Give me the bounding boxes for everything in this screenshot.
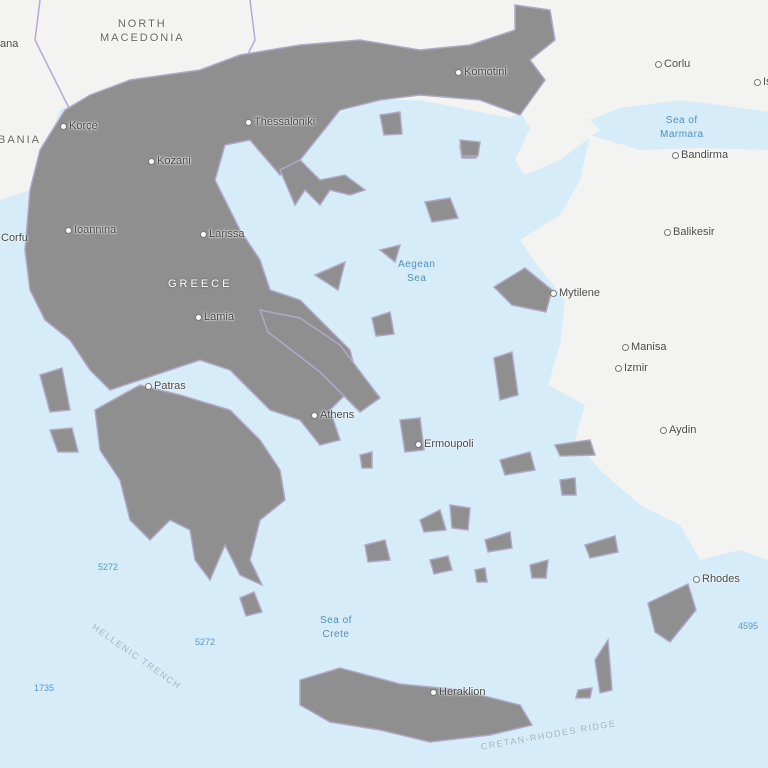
depth-label: 5272: [98, 562, 119, 572]
city-izmir[interactable]: Izmir: [615, 362, 648, 374]
depth-label: 1735: [34, 683, 55, 693]
greek-land: [493, 351, 519, 401]
city-larissa[interactable]: Larissa: [200, 228, 244, 240]
greek-land: [239, 591, 264, 617]
greek-land: [379, 111, 403, 136]
city-tirana: ana: [0, 38, 19, 50]
greek-land: [313, 260, 347, 292]
greek-land: [378, 243, 402, 264]
greek-land: [299, 667, 534, 743]
greek-land: [499, 451, 536, 476]
city-istanbul[interactable]: Is: [754, 76, 768, 88]
city-athens[interactable]: Athens: [311, 409, 354, 421]
label-sea-crete: Sea of Crete: [320, 615, 352, 640]
greek-land: [364, 539, 391, 563]
greek-land: [371, 311, 395, 337]
city-lamia[interactable]: Lamia: [195, 311, 234, 323]
city-korce[interactable]: Korçë: [60, 120, 98, 132]
depth-label: 4595: [738, 621, 759, 631]
depth-label: 5272: [195, 637, 216, 647]
city-corfu[interactable]: Corfu: [0, 232, 28, 244]
city-kozani[interactable]: Kozani: [148, 155, 191, 167]
label-sea-marmara: Sea of Marmara: [660, 115, 704, 140]
city-aydin[interactable]: Aydin: [660, 424, 696, 436]
greek-land: [39, 367, 71, 413]
greek-land: [423, 197, 460, 223]
greek-land: [474, 567, 488, 583]
greek-land: [559, 477, 577, 496]
city-rhodes[interactable]: Rhodes: [693, 573, 740, 585]
city-ermoupoli[interactable]: Ermoupoli: [415, 438, 474, 450]
city-corlu[interactable]: Corlu: [655, 58, 690, 70]
city-heraklion[interactable]: Heraklion: [430, 686, 485, 698]
greek-land: [419, 508, 447, 533]
city-bandirma[interactable]: Bandirma: [672, 149, 728, 161]
greek-land: [429, 555, 453, 575]
greek-land: [459, 139, 481, 157]
label-greece: GREECE: [168, 278, 233, 290]
label-albania: BANIA: [0, 134, 42, 146]
greek-land: [258, 309, 382, 413]
greek-land: [594, 637, 613, 694]
greek-land: [279, 159, 367, 207]
greek-land: [584, 535, 619, 559]
city-patras[interactable]: Patras: [145, 380, 186, 392]
greece-terrain: [24, 4, 697, 743]
greek-land: [647, 582, 697, 644]
city-ioannina[interactable]: Ioannina: [65, 224, 116, 236]
greek-land: [575, 687, 593, 699]
label-north-macedonia: NORTH MACEDONIA: [100, 18, 185, 44]
city-balikesir[interactable]: Balikesir: [664, 226, 715, 238]
greek-land: [529, 558, 549, 579]
greek-land: [24, 4, 556, 446]
greek-land: [359, 451, 373, 469]
greek-land: [492, 267, 553, 313]
greek-land: [484, 531, 513, 553]
greek-land: [48, 427, 79, 453]
city-komotini[interactable]: Komotini: [455, 66, 507, 78]
city-thessaloniki[interactable]: Thessaloniki: [245, 116, 315, 128]
greek-land: [553, 439, 597, 457]
greek-land: [449, 504, 471, 531]
city-manisa[interactable]: Manisa: [622, 341, 666, 353]
city-mytilene[interactable]: Mytilene: [550, 287, 600, 299]
greek-land: [94, 384, 286, 587]
label-aegean-sea: Aegean Sea: [398, 259, 436, 284]
